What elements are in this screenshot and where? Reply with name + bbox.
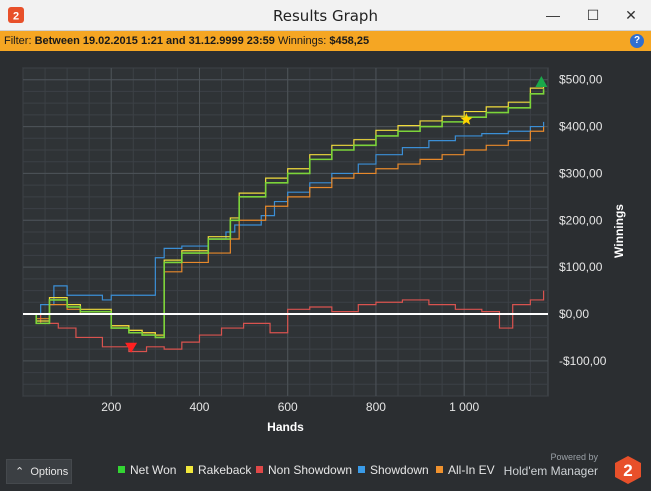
x-axis-title: Hands [267,420,304,434]
max-marker [535,76,548,88]
y-tick-label: $100,00 [559,260,603,274]
results-chart: 200 400 600 800 1 000 -$100,00 $0,00 $100,00 $20… [0,51,651,455]
app-logo-icon: 2 [8,7,24,23]
bottom-bar: ⌃ Options Net Won Rakeback Non Showdown … [0,452,651,491]
legend-swatch [256,466,263,473]
winnings-label: Winnings: [274,35,330,47]
legend-swatch [358,466,365,473]
minimize-button[interactable]: — [546,7,560,23]
legend-showdown[interactable]: Showdown [358,463,429,477]
x-tick-label: 200 [101,400,121,414]
window-title: Results Graph [273,7,378,25]
series-line-non-showdown [23,290,545,353]
hem-logo-icon: 2 [615,456,641,484]
y-tick-label: $0,00 [559,307,589,321]
svg-text:2: 2 [623,461,632,480]
series-line-showdown [23,121,545,315]
close-button[interactable]: ✕ [625,7,637,23]
y-axis-title: Winnings [612,204,626,258]
x-tick-label: 1 000 [449,400,479,414]
x-tick-label: 600 [278,400,298,414]
x-tick-label: 400 [189,400,209,414]
min-marker [125,342,138,353]
filter-range: Between 19.02.2015 1:21 and 31.12.9999 2… [34,35,275,47]
chart-canvas: 200 400 600 800 1 000 -$100,00 $0,00 $100,00 $20… [22,67,626,434]
y-tick-label: -$100,00 [559,354,607,368]
powered-by-label: Powered by [550,452,598,462]
svg-text:2: 2 [13,11,19,23]
filter-label: Filter: [4,35,35,47]
legend-label: Showdown [370,463,429,477]
options-button[interactable]: ⌃ Options [6,459,72,484]
brand-name: Hold'em Manager [503,464,598,478]
legend-swatch [436,466,443,473]
maximize-button[interactable]: ☐ [586,7,600,23]
legend-non-showdown[interactable]: Non Showdown [256,463,352,477]
legend-label: Non Showdown [268,463,353,477]
y-tick-label: $500,00 [559,73,603,87]
legend-label: Rakeback [198,463,252,477]
winnings-value: $458,25 [329,35,370,47]
legend-swatch [186,466,193,473]
options-label: Options [30,466,69,478]
chevron-up-icon: ⌃ [15,466,25,478]
star-marker [460,113,473,125]
title-bar: 2 Results Graph — ☐ ✕ [0,0,651,31]
filter-bar: Filter: Between 19.02.2015 1:21 and 31.1… [0,31,651,51]
legend-all-in-ev[interactable]: All-In EV [436,463,495,477]
brand: Powered by Hold'em Manager 2 [491,452,641,489]
help-icon[interactable]: ? [630,34,644,48]
y-tick-label: $300,00 [559,166,603,180]
y-tick-label: $200,00 [559,213,603,227]
legend-label: All-In EV [448,463,495,477]
legend-swatch [118,466,125,473]
x-tick-label: 800 [366,400,386,414]
y-tick-label: $400,00 [559,120,603,134]
legend-rakeback[interactable]: Rakeback [186,463,251,477]
legend-label: Net Won [130,463,177,477]
legend-net-won[interactable]: Net Won [118,463,176,477]
